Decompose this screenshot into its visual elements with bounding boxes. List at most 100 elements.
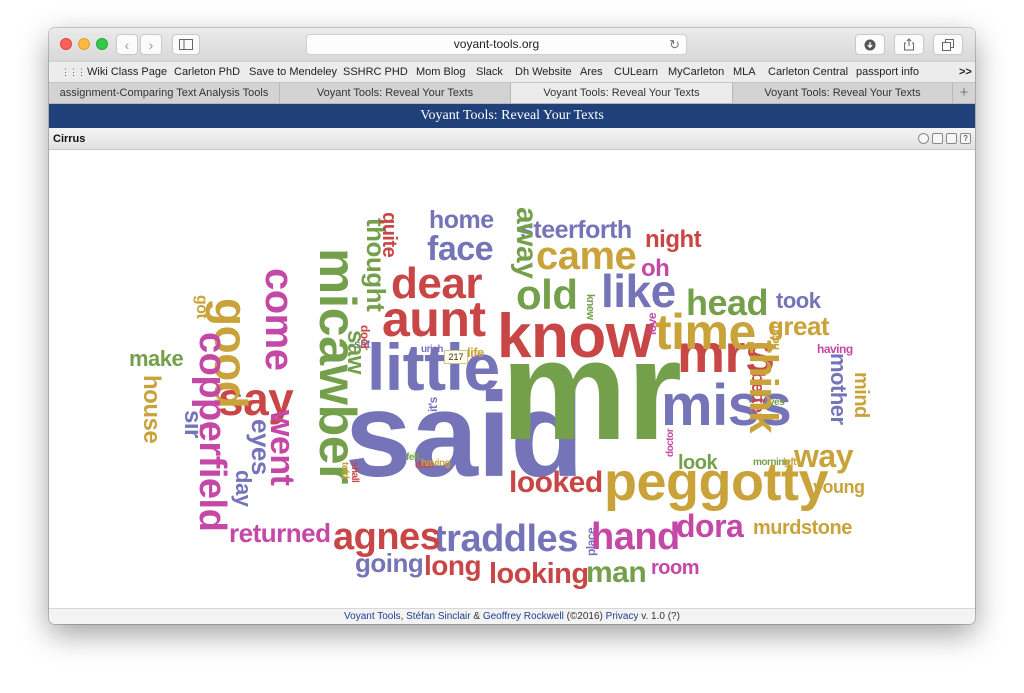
cloud-word-make[interactable]: make	[129, 346, 184, 371]
cloud-word-love[interactable]: love	[645, 312, 659, 335]
cloud-word-it-s[interactable]: it's	[426, 397, 440, 412]
bookmark-sshrc-phd[interactable]: SSHRC PHD	[343, 66, 408, 78]
cloud-word-going[interactable]: going	[355, 548, 424, 578]
cloud-word-hand[interactable]: hand	[591, 516, 680, 558]
cloud-word-felt[interactable]: felt	[406, 452, 420, 463]
cloud-word-doctor[interactable]: doctor	[665, 428, 676, 457]
new-tab-button[interactable]: +	[959, 84, 969, 101]
cloud-word-looked[interactable]: looked	[509, 466, 603, 499]
sidebar-button[interactable]	[172, 34, 200, 55]
cloud-word-life[interactable]: life	[467, 345, 484, 360]
bookmark-passport-info[interactable]: passport info	[856, 66, 919, 78]
cloud-word-door[interactable]: door	[358, 325, 372, 350]
cloud-word-man[interactable]: man	[586, 556, 647, 589]
cloud-word-copperfield[interactable]: copperfield	[191, 332, 233, 532]
tab-voyant-1[interactable]: Voyant Tools: Reveal Your Texts	[280, 83, 511, 103]
bookmarks-overflow-button[interactable]: >>	[959, 66, 972, 78]
cloud-word-heart[interactable]: heart	[770, 325, 782, 350]
cloud-word-shall[interactable]: shall	[349, 462, 360, 483]
cloud-word-said[interactable]: said	[345, 368, 584, 502]
cloud-word-say[interactable]: say	[218, 373, 294, 425]
cloud-word-like[interactable]: like	[601, 265, 676, 317]
export-icon[interactable]	[918, 133, 929, 144]
cloud-word-way[interactable]: way	[794, 438, 853, 474]
cloud-word-steerforth[interactable]: steerforth	[520, 216, 632, 244]
cloud-word-look[interactable]: look	[678, 452, 718, 474]
cloud-word-came[interactable]: came	[536, 234, 637, 278]
cloud-word-miss[interactable]: miss	[661, 373, 792, 438]
bookmark-mla[interactable]: MLA	[733, 66, 756, 78]
footer-rockwell-link[interactable]: Geoffrey Rockwell	[482, 611, 564, 622]
cloud-word-uriah[interactable]: uriah	[421, 344, 443, 355]
minimize-window-button[interactable]	[78, 38, 90, 50]
cloud-word-little[interactable]: little	[367, 330, 500, 404]
cloud-word-face[interactable]: face	[427, 230, 494, 268]
zoom-window-button[interactable]	[96, 38, 108, 50]
tab-comparing-text-analysis[interactable]: assignment-Comparing Text Analysis Tools	[49, 83, 280, 103]
cloud-word-returned[interactable]: returned	[229, 518, 331, 548]
footer-sinclair-link[interactable]: Stéfan Sinclair	[406, 611, 471, 622]
cloud-word-looking[interactable]: looking	[489, 558, 589, 590]
cloud-word-having[interactable]: having	[421, 458, 451, 469]
cloud-word-mother[interactable]: mother	[826, 353, 851, 425]
cloud-word-room[interactable]: room	[651, 557, 700, 579]
address-bar[interactable]: voyant-tools.org ↻	[306, 34, 687, 55]
cloud-word-peggotty[interactable]: peggotty	[604, 452, 828, 512]
cloud-word-mind[interactable]: mind	[850, 372, 872, 418]
bookmark-wiki-class-page[interactable]: Wiki Class Page	[87, 66, 168, 78]
cloud-word-house[interactable]: house	[138, 375, 165, 444]
bookmark-slack[interactable]: Slack	[476, 66, 503, 78]
footer-voyant-link[interactable]: Voyant Tools	[344, 611, 401, 622]
share-button[interactable]	[894, 34, 924, 55]
tab-overview-button[interactable]	[933, 34, 963, 55]
apps-grid-icon[interactable]: ⋮⋮⋮	[61, 67, 86, 77]
help-icon[interactable]: ?	[960, 133, 971, 144]
cloud-word-left[interactable]: left	[783, 457, 797, 468]
cloud-word-yes[interactable]: yes	[769, 397, 785, 408]
cloud-word-told[interactable]: told	[339, 462, 350, 479]
cloud-word-having[interactable]: having	[817, 342, 853, 356]
cloud-word-dick[interactable]: dick	[415, 460, 434, 471]
cloud-word-time[interactable]: time	[655, 304, 756, 360]
cloud-word-long[interactable]: long	[424, 550, 482, 581]
cloud-word-dear[interactable]: dear	[391, 259, 482, 308]
cloud-word-young[interactable]: young	[813, 477, 865, 497]
bookmark-ares[interactable]: Ares	[580, 66, 603, 78]
cloud-word-aunt[interactable]: aunt	[382, 291, 486, 347]
cloud-word-morning[interactable]: morning	[753, 457, 790, 468]
bookmark-carleton-phd[interactable]: Carleton PhD	[174, 66, 241, 78]
cloud-word-great[interactable]: great	[768, 311, 830, 341]
cloud-word-traddles[interactable]: traddles	[434, 518, 578, 560]
bookmark-carleton-central[interactable]: Carleton Central	[768, 66, 849, 78]
bookmark-save-to-mendeley[interactable]: Save to Mendeley	[249, 66, 338, 78]
cloud-word-mrs[interactable]: mrs	[677, 324, 775, 384]
bookmark-culearn[interactable]: CULearn	[614, 66, 659, 78]
bookmark-dh-website[interactable]: Dh Website	[515, 66, 572, 78]
downloads-button[interactable]	[855, 34, 885, 55]
reload-icon[interactable]: ↻	[669, 37, 680, 52]
cloud-word-oh[interactable]: oh	[641, 255, 670, 282]
cloud-word-agnes[interactable]: agnes	[333, 516, 441, 558]
options-icon[interactable]	[932, 133, 943, 144]
cloud-word-took[interactable]: took	[776, 288, 821, 313]
cloud-word-went[interactable]: went	[263, 410, 301, 486]
cloud-word-think[interactable]: think	[741, 340, 785, 434]
close-window-button[interactable]	[60, 38, 72, 50]
forward-button[interactable]: ›	[140, 34, 162, 55]
cloud-word-old[interactable]: old	[516, 271, 578, 318]
bookmark-mom-blog[interactable]: Mom Blog	[416, 66, 466, 78]
tab-voyant-2[interactable]: Voyant Tools: Reveal Your Texts	[511, 83, 733, 103]
window-icon[interactable]	[946, 133, 957, 144]
cloud-word-day[interactable]: day	[231, 470, 256, 507]
cloud-word-come[interactable]: come	[257, 268, 301, 371]
tab-voyant-3[interactable]: Voyant Tools: Reveal Your Texts	[733, 83, 953, 103]
cloud-word-dora[interactable]: dora	[676, 508, 744, 544]
cloud-word-home[interactable]: home	[429, 206, 494, 234]
bookmark-mycarleton[interactable]: MyCarleton	[668, 66, 725, 78]
footer-privacy-link[interactable]: Privacy	[605, 611, 639, 622]
cloud-word-murdstone[interactable]: murdstone	[753, 517, 852, 539]
cloud-word-know[interactable]: know	[497, 302, 654, 371]
back-button[interactable]: ‹	[116, 34, 138, 55]
cloud-word-quite[interactable]: quite	[378, 212, 400, 258]
cloud-word-mr[interactable]: mr	[501, 311, 682, 470]
